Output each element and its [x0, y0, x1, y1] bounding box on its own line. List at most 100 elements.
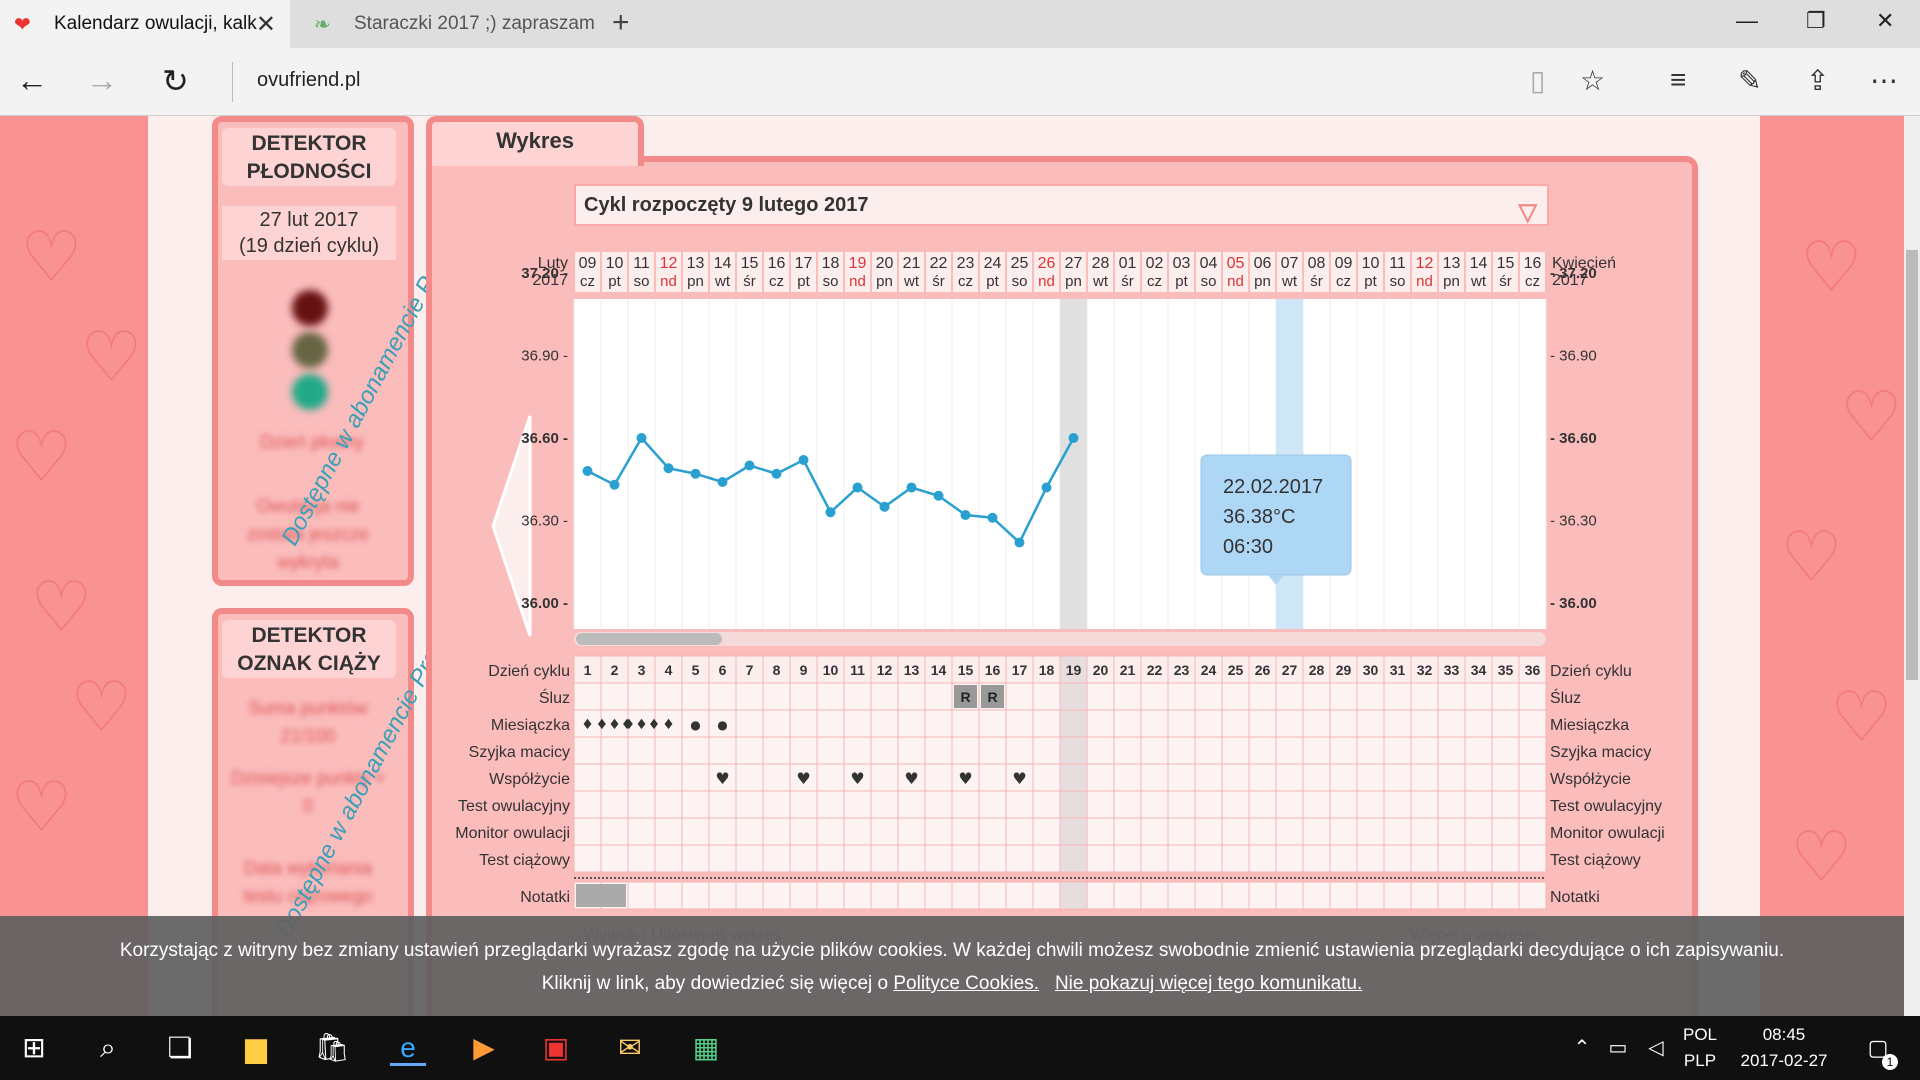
restore-button[interactable]: ❐ [1806, 8, 1826, 33]
table-cell [1221, 709, 1250, 738]
cycle-day-number: 25 [1228, 662, 1244, 678]
language-indicator[interactable]: POL PLP [1680, 1022, 1720, 1074]
network-icon[interactable]: ▭ [1608, 1037, 1628, 1059]
web-note-icon[interactable]: ✎ [1738, 65, 1762, 96]
cycle-day-number: 23 [1174, 662, 1190, 678]
day-number-label: 15 [1497, 255, 1515, 272]
tab-ovufriend[interactable]: ❤ Kalendarz owulacji, kalk ✕ [0, 0, 290, 48]
tab-title: Kalendarz owulacji, kalk [54, 13, 257, 34]
search-icon[interactable]: ⌕ [100, 1032, 116, 1063]
reading-view-icon[interactable]: ▯ [1530, 65, 1546, 96]
table-cell [1383, 736, 1412, 765]
notes-cell [681, 881, 710, 910]
cookie-policy-link[interactable]: Polityce Cookies. [893, 973, 1040, 994]
new-tab-button[interactable]: + [612, 6, 630, 39]
close-window-button[interactable]: ✕ [1876, 8, 1895, 33]
table-cell [600, 844, 629, 873]
notes-cell [1275, 881, 1304, 910]
notifications-icon[interactable]: ▢ 1 [1860, 1030, 1898, 1070]
weekday-label: pt [1364, 273, 1377, 290]
table-cell [924, 736, 953, 765]
table-cell [654, 817, 683, 846]
table-cell [1221, 655, 1250, 684]
table-cell [843, 844, 872, 873]
table-cell [1464, 844, 1493, 873]
volume-icon[interactable]: ◁ [1648, 1037, 1664, 1059]
start-windows-icon[interactable]: ⊞ [22, 1032, 46, 1063]
temperature-point [690, 468, 701, 479]
table-cell [1032, 709, 1061, 738]
table-cell [789, 790, 818, 819]
table-cell [1383, 790, 1412, 819]
forward-icon[interactable]: → [86, 62, 118, 98]
table-cell [1005, 817, 1034, 846]
table-cell [708, 709, 737, 738]
table-cell [870, 655, 899, 684]
media-player-icon[interactable]: ▶ [473, 1032, 495, 1063]
day-header-cell [737, 252, 762, 292]
cycle-select[interactable]: Cykl rozpoczęty 9 lutego 2017 ▽ [574, 184, 1549, 226]
y-tick-right: - 36.60 [1550, 430, 1597, 447]
edge-icon[interactable]: e [390, 1030, 426, 1066]
day-number-label: 14 [1470, 255, 1488, 272]
temperature-point [771, 468, 782, 479]
cookie-dismiss-link[interactable]: Nie pokazuj więcej tego komunikatu. [1054, 973, 1363, 994]
notes-cell [978, 881, 1007, 910]
back-icon[interactable]: ← [16, 62, 48, 98]
table-cell [1248, 844, 1277, 873]
day-header-cell [1088, 252, 1113, 292]
heart-decor-icon: ♡ [1840, 378, 1903, 456]
app-red-icon[interactable]: ▣ [542, 1032, 570, 1063]
url-field[interactable]: ovufriend.pl [257, 69, 361, 91]
notes-cell [951, 881, 980, 910]
table-cell [1032, 763, 1061, 792]
tray-up-icon[interactable]: ⌃ [1573, 1037, 1591, 1059]
table-cell [951, 844, 980, 873]
cycle-day-number: 24 [1201, 662, 1217, 678]
table-cell [735, 844, 764, 873]
weekday-label: cz [580, 273, 595, 290]
mail-icon[interactable]: ✉ [618, 1032, 642, 1063]
table-cell [1194, 844, 1223, 873]
close-icon[interactable]: ✕ [255, 10, 276, 38]
tab-staraczki[interactable]: ❧ Staraczki 2017 ;) zapraszam [300, 0, 600, 48]
table-cell [627, 655, 656, 684]
day-header-cell [1061, 252, 1086, 292]
weekday-label: pt [608, 273, 621, 290]
table-cell [816, 736, 845, 765]
table-cell [1032, 655, 1061, 684]
share-icon[interactable]: ⇪ [1806, 65, 1830, 96]
refresh-icon[interactable]: ↻ [162, 63, 189, 99]
task-view-icon[interactable]: ❏ [167, 1032, 193, 1063]
temperature-point [906, 482, 917, 493]
notes-cell [1491, 881, 1520, 910]
store-icon[interactable]: 🛍 [314, 1032, 350, 1063]
system-clock[interactable]: 08:45 2017-02-27 [1736, 1022, 1832, 1074]
row-label-left: Dzień cyklu [488, 663, 570, 680]
day-number-label: 01 [1119, 255, 1137, 272]
table-cell [1221, 817, 1250, 846]
pregnancy-blurred-points: Suma punktów 21/100 [248, 698, 368, 746]
day-number-label: 03 [1173, 255, 1191, 272]
file-explorer-icon[interactable]: ▆ [245, 1032, 267, 1063]
table-cell [978, 844, 1007, 873]
favorite-star-icon[interactable]: ☆ [1580, 65, 1606, 96]
weekday-label: cz [1525, 273, 1540, 290]
day-number-label: 13 [1443, 255, 1461, 272]
day-number-label: 10 [1362, 255, 1380, 272]
table-cell [708, 736, 737, 765]
app-green-icon[interactable]: ▦ [692, 1032, 720, 1063]
weekday-label: nd [660, 273, 677, 290]
table-cell [627, 736, 656, 765]
table-cell [681, 763, 710, 792]
chart-tab[interactable]: Wykres [426, 116, 644, 166]
address-divider [232, 62, 233, 102]
temperature-point [582, 466, 593, 476]
menstruation-drop-icon: ● [717, 718, 727, 732]
cycle-day-number: 28 [1309, 662, 1325, 678]
cycle-day-number: 10 [823, 662, 839, 678]
page-scrollbar-thumb[interactable] [1906, 250, 1918, 680]
more-icon[interactable]: ⋯ [1870, 65, 1898, 96]
minimize-button[interactable]: — [1736, 8, 1758, 33]
hub-icon[interactable]: ≡ [1670, 64, 1687, 95]
